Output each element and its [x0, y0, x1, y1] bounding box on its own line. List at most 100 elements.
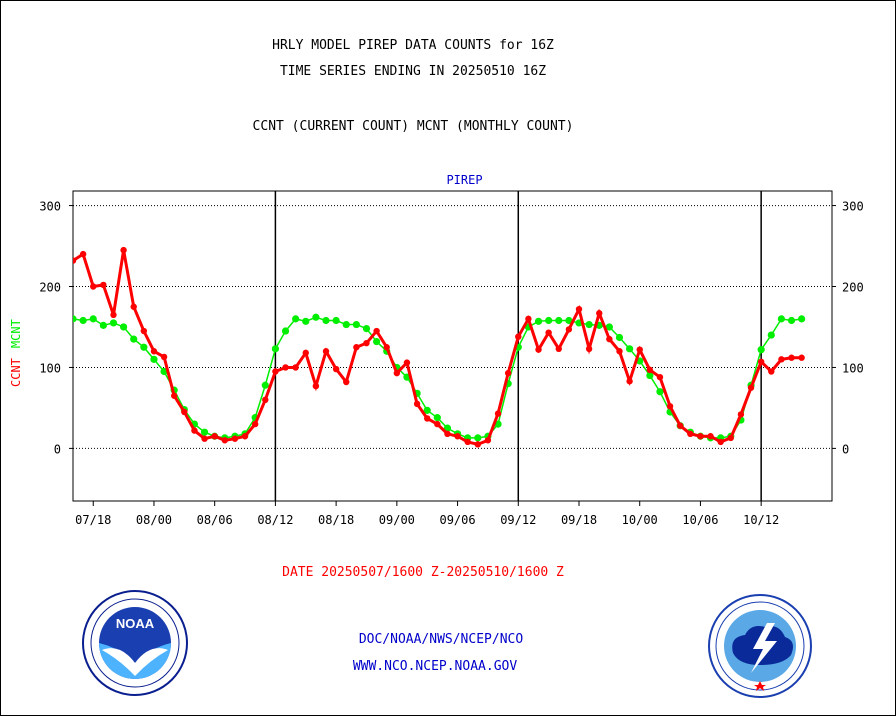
ccnt-point — [373, 327, 380, 335]
mcnt-point — [150, 355, 158, 363]
y-tick-label-right: 0 — [842, 442, 849, 456]
ccnt-point — [535, 346, 542, 353]
ccnt-point — [403, 359, 411, 366]
ccnt-point — [646, 366, 654, 374]
mcnt-point — [130, 335, 138, 343]
ccnt-point — [747, 384, 755, 391]
ccnt-point — [211, 433, 218, 440]
x-tick-label: 08/18 — [318, 513, 354, 527]
ccnt-point — [697, 433, 704, 440]
y-tick-label-left: 300 — [39, 200, 61, 214]
mcnt-point — [332, 316, 340, 325]
ccnt-point — [363, 339, 370, 347]
mcnt-point — [626, 345, 634, 353]
ccnt-point — [636, 346, 643, 353]
ccnt-point — [444, 430, 451, 438]
ccnt-point — [140, 327, 148, 335]
x-tick-label: 10/00 — [622, 513, 658, 527]
ccnt-point — [262, 396, 269, 404]
mcnt-point — [555, 316, 563, 325]
mcnt-point — [433, 414, 441, 422]
ccnt-point — [353, 344, 360, 351]
url-line: WWW.NCO.NCEP.NOAA.GOV — [352, 659, 518, 674]
ccnt-point — [626, 378, 633, 385]
ccnt-point — [555, 345, 562, 353]
mcnt-point — [767, 331, 775, 339]
y-tick-label-right: 100 — [842, 361, 864, 375]
y-tick-label-left: 200 — [39, 281, 61, 295]
x-tick-label: 09/06 — [439, 513, 475, 527]
x-tick-label: 09/00 — [379, 513, 415, 527]
mcnt-point — [545, 316, 553, 325]
mcnt-point — [302, 317, 310, 325]
plot-frame — [72, 190, 833, 502]
mcnt-point — [140, 343, 148, 351]
ccnt-point — [110, 311, 117, 319]
mcnt-point — [798, 315, 806, 323]
mcnt-point — [656, 388, 664, 396]
ccnt-point — [464, 438, 471, 446]
noaa-logo: NOAA — [82, 590, 188, 696]
mcnt-point — [292, 315, 300, 323]
ccnt-point — [504, 369, 512, 377]
ccnt-point — [90, 283, 97, 290]
ccnt-point — [332, 365, 340, 373]
ccnt-point — [677, 422, 684, 429]
ccnt-point — [575, 305, 583, 313]
y-tick-label-left: 0 — [54, 442, 61, 456]
ccnt-point — [251, 420, 259, 428]
x-tick-label: 09/18 — [561, 513, 597, 527]
mcnt-point — [322, 316, 330, 325]
mcnt-point — [352, 320, 360, 329]
mcnt-point — [79, 316, 87, 325]
ccnt-point — [778, 356, 785, 363]
x-tick-label: 08/06 — [197, 513, 233, 527]
ccnt-point — [322, 348, 330, 355]
ccnt-point — [737, 411, 745, 418]
ccnt-point — [282, 364, 289, 371]
ccnt-point — [191, 427, 198, 434]
mcnt-point — [585, 320, 593, 329]
ccnt-point — [424, 415, 431, 422]
mcnt-point — [342, 320, 350, 329]
ccnt-point — [79, 250, 87, 258]
ccnt-point — [565, 326, 573, 333]
ccnt-point — [130, 303, 137, 310]
y-axis-label-mcnt: MCNT — [9, 319, 23, 348]
mcnt-point — [373, 337, 381, 346]
x-tick-label: 10/12 — [743, 513, 779, 527]
y-tick-label-right: 200 — [842, 281, 864, 295]
ccnt-point — [687, 430, 694, 438]
org-line: DOC/NOAA/NWS/NCEP/NCO — [358, 632, 524, 647]
ccnt-point — [656, 373, 664, 381]
x-tick-label: 09/12 — [500, 513, 536, 527]
ccnt-point — [292, 364, 299, 371]
ccnt-point — [434, 420, 441, 428]
ccnt-point — [231, 435, 239, 442]
ccnt-point — [171, 392, 178, 399]
ccnt-point — [150, 348, 158, 355]
ccnt-point — [768, 368, 775, 375]
mcnt-point — [615, 333, 624, 342]
mcnt-point — [605, 323, 613, 331]
ccnt-point — [525, 315, 532, 323]
ccnt-point — [343, 378, 350, 386]
mcnt-point — [777, 315, 786, 323]
mcnt-point — [271, 345, 279, 353]
ccnt-point — [616, 348, 623, 355]
mcnt-point — [787, 316, 796, 325]
mcnt-point — [312, 313, 320, 321]
ccnt-point — [788, 354, 795, 361]
ccnt-line-group — [73, 246, 805, 448]
ccnt-point — [312, 382, 320, 390]
mcnt-point — [89, 315, 97, 323]
ccnt-point — [160, 353, 168, 361]
ccnt-point — [717, 438, 724, 446]
ccnt-point — [757, 358, 765, 365]
ccnt-point — [474, 441, 481, 448]
y-tick-label-left: 100 — [39, 361, 61, 375]
ccnt-point — [120, 246, 127, 254]
mcnt-point — [200, 428, 209, 436]
chart-title-line2: TIME SERIES ENDING IN 20250510 16Z — [279, 64, 547, 79]
ccnt-point — [454, 433, 461, 440]
